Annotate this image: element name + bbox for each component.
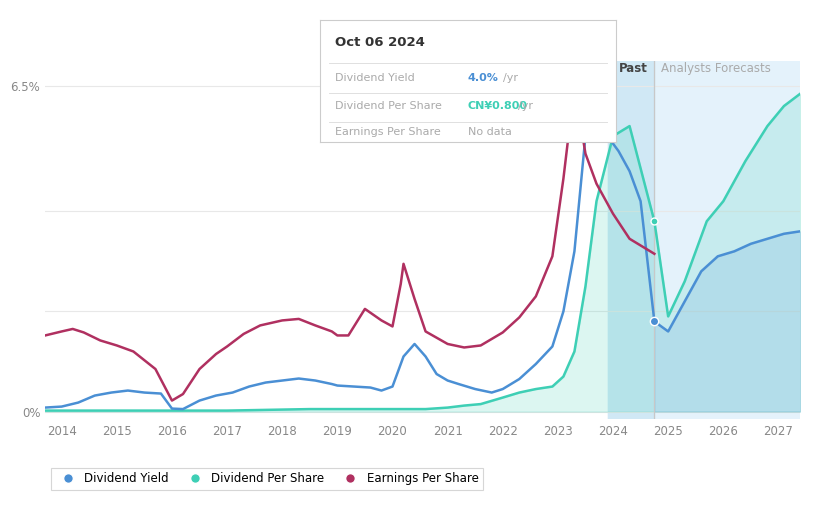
Text: No data: No data <box>468 127 511 137</box>
Text: Earnings Per Share: Earnings Per Share <box>335 127 441 137</box>
Text: Dividend Yield: Dividend Yield <box>335 73 415 83</box>
Bar <box>608 61 800 419</box>
Legend: Dividend Yield, Dividend Per Share, Earnings Per Share: Dividend Yield, Dividend Per Share, Earn… <box>51 468 484 490</box>
Text: Analysts Forecasts: Analysts Forecasts <box>661 62 771 75</box>
Text: /yr: /yr <box>518 101 533 111</box>
Text: Oct 06 2024: Oct 06 2024 <box>335 36 424 49</box>
Text: CN¥0.800: CN¥0.800 <box>468 101 528 111</box>
Text: 4.0%: 4.0% <box>468 73 499 83</box>
Text: /yr: /yr <box>503 73 518 83</box>
Text: Past: Past <box>619 62 648 75</box>
Bar <box>608 61 654 419</box>
Text: Dividend Per Share: Dividend Per Share <box>335 101 442 111</box>
